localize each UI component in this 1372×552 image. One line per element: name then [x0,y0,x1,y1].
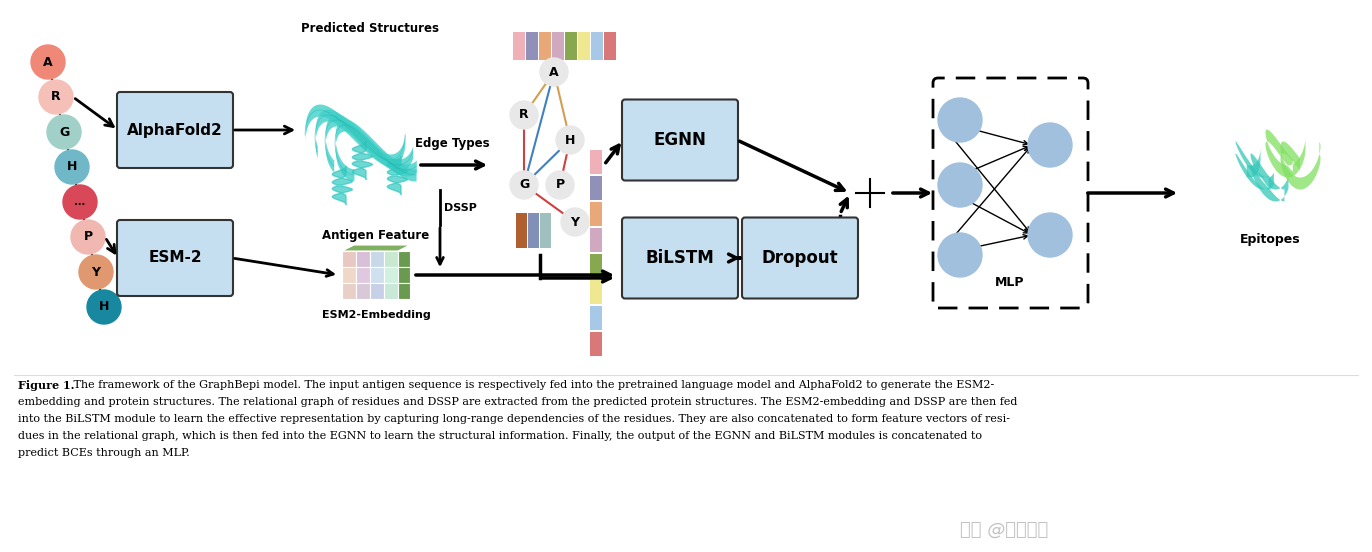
Bar [552,32,564,60]
Bar [590,306,602,330]
Circle shape [47,115,81,149]
Bar [591,32,604,60]
Text: Edge Types: Edge Types [414,136,490,150]
FancyBboxPatch shape [622,99,738,181]
Text: Antigen Feature: Antigen Feature [322,229,429,242]
Circle shape [852,175,888,211]
Text: predict BCEs through an MLP.: predict BCEs through an MLP. [18,448,189,458]
Text: 知乎 @生物脾码: 知乎 @生物脾码 [960,521,1048,539]
Bar [590,254,602,278]
Bar [384,283,398,299]
Text: Y: Y [571,215,579,229]
Bar [590,228,602,252]
Bar [370,283,384,299]
Circle shape [1028,213,1072,257]
Text: H: H [67,161,77,173]
Text: P: P [556,178,564,192]
Circle shape [55,150,89,184]
Circle shape [86,290,121,324]
Circle shape [510,171,538,199]
Text: H: H [565,134,575,146]
Bar [370,267,384,283]
Circle shape [938,98,982,142]
Circle shape [80,255,113,289]
Bar [342,283,355,299]
Text: into the BiLSTM module to learn the effective representation by capturing long-r: into the BiLSTM module to learn the effe… [18,414,1010,424]
Text: Y: Y [92,266,100,279]
Text: A: A [549,66,558,78]
Circle shape [38,80,73,114]
Bar [342,251,355,267]
Text: embedding and protein structures. The relational graph of residues and DSSP are : embedding and protein structures. The re… [18,397,1018,407]
Bar [578,32,590,60]
Text: R: R [51,91,60,104]
Circle shape [71,220,106,254]
FancyBboxPatch shape [117,92,233,168]
Polygon shape [342,245,410,251]
Text: A: A [43,56,52,68]
Bar [398,251,410,267]
Bar [398,267,410,283]
Circle shape [938,163,982,207]
Text: AlphaFold2: AlphaFold2 [128,123,222,137]
Bar [384,267,398,283]
Text: G: G [519,178,530,192]
Bar [590,176,602,200]
Bar [539,32,552,60]
Bar [516,213,527,248]
Text: DSSP: DSSP [445,203,477,213]
Bar [355,283,370,299]
Bar [590,332,602,356]
Text: G: G [59,125,69,139]
Text: ESM-2: ESM-2 [148,251,202,266]
Circle shape [556,126,584,154]
FancyBboxPatch shape [933,78,1088,308]
Text: BiLSTM: BiLSTM [646,249,715,267]
Text: Epitopes: Epitopes [1240,233,1301,247]
Bar [355,251,370,267]
Text: dues in the relational graph, which is then fed into the EGNN to learn the struc: dues in the relational graph, which is t… [18,431,982,441]
Text: P: P [84,231,92,243]
Bar [565,32,578,60]
Circle shape [541,58,568,86]
Bar [355,267,370,283]
Circle shape [938,233,982,277]
FancyBboxPatch shape [622,217,738,299]
Text: H: H [99,300,110,314]
Bar [590,202,602,226]
Circle shape [1028,123,1072,167]
Bar [342,267,355,283]
Circle shape [510,101,538,129]
Bar [384,251,398,267]
Circle shape [546,171,573,199]
Text: R: R [519,109,528,121]
Bar [590,280,602,304]
Bar [604,32,616,60]
Text: The framework of the GraphBepi model. The input antigen sequence is respectively: The framework of the GraphBepi model. Th… [70,380,995,390]
Bar [528,213,539,248]
Text: Dropout: Dropout [761,249,838,267]
Circle shape [63,185,97,219]
Text: ESM2-Embedding: ESM2-Embedding [321,310,431,320]
Text: MLP: MLP [995,277,1025,289]
Text: EGNN: EGNN [653,131,707,149]
FancyBboxPatch shape [117,220,233,296]
Bar [541,213,552,248]
Text: Predicted Structures: Predicted Structures [300,22,439,34]
Text: Figure 1.: Figure 1. [18,380,74,391]
Bar [590,150,602,174]
Circle shape [32,45,64,79]
Bar [525,32,538,60]
Bar [370,251,384,267]
Bar [398,283,410,299]
FancyBboxPatch shape [742,217,858,299]
Circle shape [561,208,589,236]
Text: ...: ... [74,197,85,207]
Bar [513,32,525,60]
